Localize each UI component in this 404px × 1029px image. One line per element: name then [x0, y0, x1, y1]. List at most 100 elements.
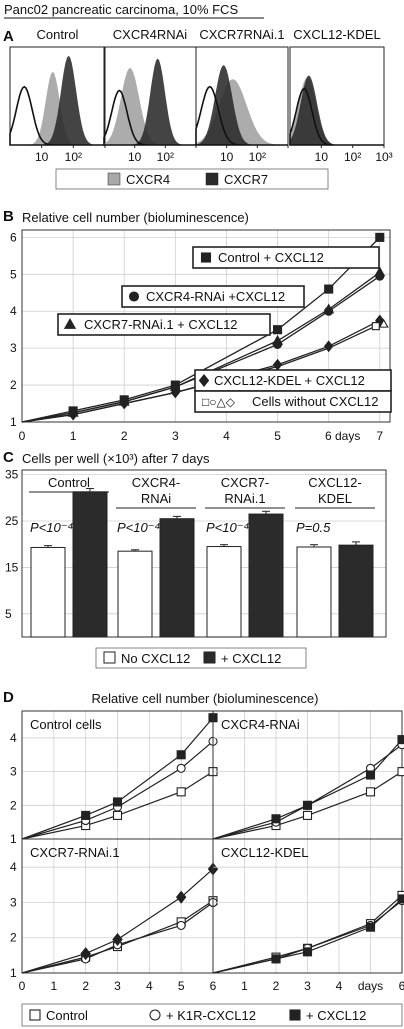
legend-label: Control	[46, 1008, 88, 1023]
data-point	[397, 767, 404, 777]
legend-label: + CXCL12	[221, 651, 281, 666]
group-label: KDEL	[318, 491, 352, 506]
bar-plus-cxcl12	[159, 518, 195, 638]
series-label-marker	[63, 317, 77, 329]
panel-b-letter: B	[3, 208, 14, 225]
control-outline-histogram	[103, 89, 196, 146]
x-tick-label: 1	[241, 979, 248, 993]
data-point	[81, 810, 91, 820]
legend-swatch	[203, 651, 216, 664]
panel-b-title: Relative cell number (bioluminescence)	[22, 210, 249, 225]
y-tick-label: 1	[10, 832, 17, 846]
group-label: CXCL12-	[308, 475, 361, 490]
data-point	[397, 894, 404, 904]
series-label: CXCR7-RNAi.1 + CXCL12	[84, 317, 238, 332]
cxcr4-histogram	[104, 67, 196, 145]
subplot-title: CXCR4-RNAi	[221, 717, 300, 732]
data-point	[371, 322, 380, 331]
p-value-label: P<10⁻⁴	[117, 520, 160, 535]
bar-no-cxcl12	[30, 546, 66, 638]
data-point	[119, 397, 129, 410]
panel-a-letter: A	[3, 28, 14, 45]
histogram-title: CXCR7RNAi.1	[199, 27, 284, 42]
data-point	[170, 386, 181, 399]
data-point	[397, 735, 404, 745]
data-point	[374, 266, 386, 277]
panel-c: C Cells per well (×10³) after 7 days 5 15…	[3, 449, 387, 669]
x-tick-label: 10	[128, 150, 142, 164]
series-label: Control + CXCL12	[218, 250, 324, 265]
y-tick-label: 2	[10, 378, 17, 392]
x-tick-label: 1	[50, 979, 57, 993]
p-value-label: P<10⁻⁴	[30, 520, 73, 535]
data-point	[68, 408, 78, 421]
data-point	[80, 947, 91, 961]
y-tick-label: 5	[10, 267, 17, 281]
plot-frame	[21, 229, 391, 423]
data-point	[365, 787, 376, 797]
panel-d-title: Relative cell number (bioluminescence)	[92, 691, 319, 706]
legend-marker	[289, 1009, 301, 1021]
group-label: Control	[48, 475, 90, 490]
histogram-title: CXCR4RNAi	[113, 27, 188, 42]
series-label-box	[57, 313, 271, 336]
legend-label: + CXCL12	[306, 1008, 366, 1023]
figure-header: Panc02 pancreatic carcinoma, 10% FCS	[4, 2, 238, 17]
y-tick-label: 3	[10, 765, 17, 779]
series-label-marker	[128, 291, 140, 302]
x-tick-label: 2	[273, 979, 280, 993]
p-value-label: P<10⁻⁴	[206, 520, 249, 535]
x-tick-label: days	[358, 979, 383, 993]
x-tick-label: 10²	[65, 150, 82, 164]
y-tick-label: 6	[10, 230, 17, 244]
series-label-box	[121, 285, 305, 308]
y-tick-label: 2	[10, 931, 17, 945]
control-outline-histogram	[289, 87, 384, 146]
x-tick-label: 2	[82, 979, 89, 993]
series-label: CXCL12-KDEL + CXCL12	[214, 373, 365, 388]
y-tick-label: 4	[10, 731, 17, 745]
panel-d: D Relative cell number (bioluminescence)…	[3, 689, 404, 1027]
x-tick-label: 10	[315, 150, 329, 164]
y-tick-label: 1	[10, 415, 17, 429]
series-label-marker	[200, 252, 212, 263]
cxcr4-histogram	[10, 71, 105, 145]
x-tick-label: 3	[304, 979, 311, 993]
x-tick-label: 6	[210, 979, 217, 993]
x-tick-label: 10	[220, 150, 234, 164]
legend-label: + K1R-CXCL12	[166, 1008, 256, 1023]
x-tick-label: 10	[35, 150, 49, 164]
bar-plus-cxcl12	[338, 544, 374, 638]
legend-marker	[149, 1009, 161, 1021]
series-label-box	[192, 246, 380, 269]
subplot-title: CXCR7-RNAi.1	[30, 845, 120, 860]
x-tick-label: 0	[19, 979, 26, 993]
x-tick-label: 4	[336, 979, 343, 993]
panel-d-legend-box	[21, 1003, 403, 1027]
data-point	[324, 284, 334, 294]
panel-c-legend-box	[95, 647, 307, 669]
legend-label: CXCR4	[126, 172, 170, 187]
data-point	[112, 810, 123, 820]
legend-label: CXCR7	[224, 172, 268, 187]
bar-no-cxcl12	[296, 546, 332, 638]
y-tick-label: 3	[10, 341, 17, 355]
series-label: Cells without CXCL12	[252, 394, 378, 409]
series-label-marker	[198, 373, 210, 388]
cxcr7-histogram	[104, 58, 196, 145]
group-label: CXCR4-	[132, 475, 180, 490]
y-tick-label: 2	[10, 798, 17, 812]
plot-frame	[21, 469, 387, 638]
control-outline-histogram	[195, 85, 288, 146]
histogram-title: CXCL12-KDEL	[293, 27, 380, 42]
x-tick-label: 0	[19, 429, 26, 443]
cxcr7-histogram	[196, 65, 288, 145]
bar-no-cxcl12	[206, 546, 242, 638]
cxcr7-histogram	[10, 55, 105, 146]
x-tick-label: 4	[146, 979, 153, 993]
legend-swatch	[107, 172, 121, 186]
cxcr7-histogram	[290, 75, 384, 145]
x-tick-label: 6	[399, 979, 404, 993]
group-label: RNAi	[141, 491, 171, 506]
